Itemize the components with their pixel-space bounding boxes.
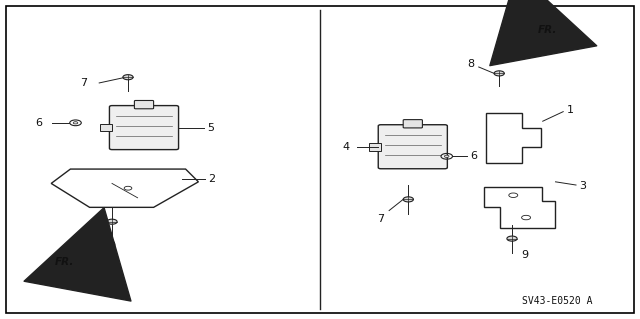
FancyBboxPatch shape <box>134 100 154 109</box>
Text: 9: 9 <box>108 241 116 251</box>
Text: SV43-E0520 A: SV43-E0520 A <box>522 296 592 307</box>
Bar <box>100 124 112 131</box>
Circle shape <box>494 71 504 76</box>
Circle shape <box>73 122 78 124</box>
Text: 3: 3 <box>579 181 586 191</box>
Circle shape <box>403 197 413 202</box>
FancyBboxPatch shape <box>109 106 179 150</box>
Text: 8: 8 <box>467 59 474 70</box>
Text: FR.: FR. <box>538 25 557 35</box>
Text: FR.: FR. <box>54 257 74 267</box>
Text: 6: 6 <box>35 118 42 128</box>
Text: 6: 6 <box>470 151 477 161</box>
Text: 2: 2 <box>208 174 215 184</box>
FancyBboxPatch shape <box>403 120 422 128</box>
Bar <box>369 143 381 151</box>
Text: 7: 7 <box>79 78 87 88</box>
Text: 7: 7 <box>377 213 385 224</box>
Circle shape <box>123 75 133 80</box>
Text: 9: 9 <box>522 250 529 260</box>
Text: 1: 1 <box>566 105 573 115</box>
Circle shape <box>107 219 117 224</box>
Circle shape <box>444 155 449 158</box>
FancyBboxPatch shape <box>378 125 447 169</box>
Text: 5: 5 <box>207 122 214 133</box>
Text: 4: 4 <box>342 142 349 152</box>
Circle shape <box>507 236 517 241</box>
